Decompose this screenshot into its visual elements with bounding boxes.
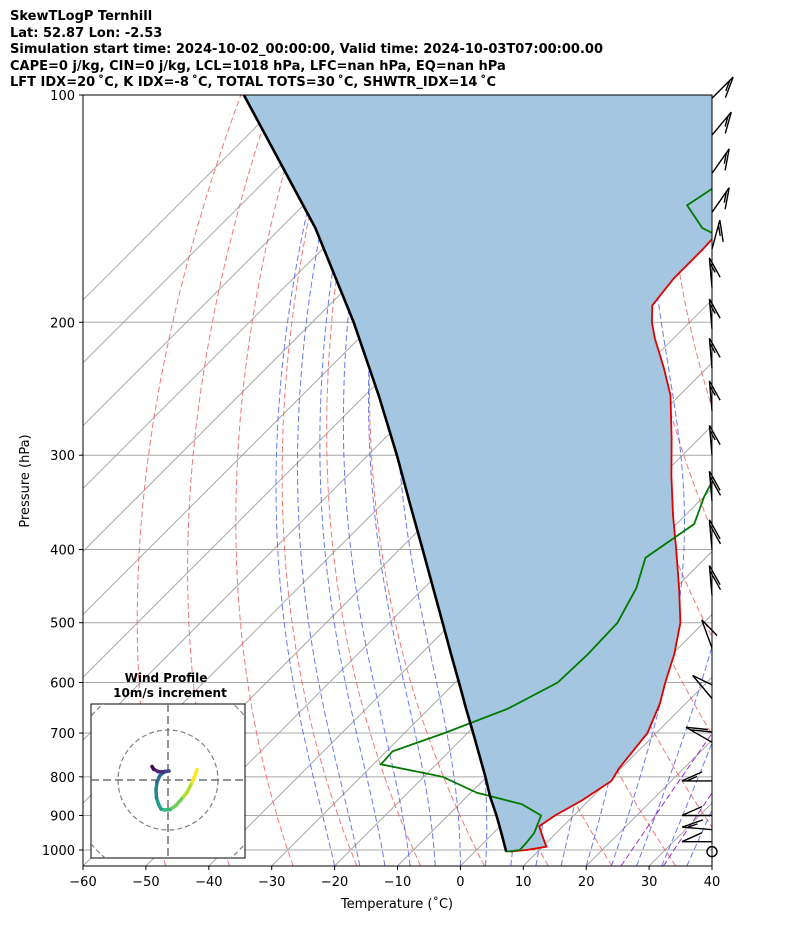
wind-barb: [681, 805, 712, 817]
dry-adiabat: [281, 95, 358, 866]
dewpoint-line: [379, 187, 712, 853]
y-tick-label: 600: [50, 677, 75, 692]
wind-barb: [711, 76, 734, 99]
temperature-line: [509, 237, 712, 853]
y-tick-label: 200: [50, 316, 75, 331]
wind-barb: [711, 187, 730, 213]
wind-barb: [708, 380, 721, 411]
wind-barbs: [681, 76, 734, 858]
dry-adiabat: [326, 95, 422, 866]
x-tick-label: −20: [321, 875, 348, 890]
y-tick-label: 100: [50, 89, 75, 104]
wind-barb: [711, 111, 732, 136]
wind-barb: [681, 771, 712, 782]
dry-adiabat: [730, 95, 794, 866]
x-tick-label: −10: [384, 875, 411, 890]
wind-barb: [708, 470, 722, 502]
moist-adiabat: [319, 95, 386, 866]
parcel-line: [242, 95, 508, 852]
cin-shading: [243, 95, 712, 852]
x-tick-label: −30: [258, 875, 285, 890]
y-tick-label: 800: [50, 771, 75, 786]
hodograph-subtitle: 10m/s increment: [113, 686, 227, 700]
hodograph-inset: Wind Profile 10m/s increment: [90, 671, 246, 859]
x-tick-label: −40: [195, 875, 222, 890]
wind-barb: [701, 619, 718, 649]
moist-adiabat: [342, 95, 411, 866]
wind-barb: [711, 148, 730, 174]
dry-adiabat: [762, 95, 794, 866]
moist-adiabat: [636, 644, 712, 866]
isotherm-line: [83, 95, 352, 364]
indices-line-1: CAPE=0 j/kg, CIN=0 j/kg, LCL=1018 hPa, L…: [10, 58, 506, 74]
wind-barb: [681, 832, 712, 843]
y-tick-label: 300: [50, 449, 75, 464]
y-axis-label: Pressure (hPa): [18, 434, 33, 527]
hodograph-title: Wind Profile: [125, 671, 208, 685]
y-tick-label: 1000: [42, 844, 75, 859]
moist-adiabat: [275, 95, 338, 866]
y-tick-label: 700: [50, 727, 75, 742]
x-tick-label: −60: [69, 875, 96, 890]
time-line: Simulation start time: 2024-10-02_00:00:…: [10, 42, 603, 58]
moist-adiabat: [661, 741, 712, 866]
x-tick-label: 0: [456, 875, 464, 890]
dry-adiabat: [235, 95, 307, 866]
isotherm-line: [522, 676, 712, 866]
wind-barb: [708, 519, 722, 550]
wind-barb: [711, 219, 724, 250]
isotherm-line: [83, 95, 289, 301]
y-tick-label: 900: [50, 809, 75, 824]
isotherm-line: [334, 487, 712, 866]
x-axis-label: Temperature (˚C): [340, 896, 453, 912]
wind-barb: [708, 565, 722, 596]
wind-barb: [708, 298, 721, 329]
mixing-ratio-line: [662, 792, 712, 866]
moist-adiabat: [395, 95, 461, 866]
dry-adiabat: [369, 95, 485, 866]
cape-cin-fill: [243, 95, 712, 852]
moist-adiabat: [610, 95, 685, 866]
isotherm-line: [83, 95, 415, 427]
x-tick-label: 30: [641, 875, 658, 890]
wind-barb: [708, 257, 721, 288]
wind-barb: [681, 819, 713, 831]
profile-lines: [242, 95, 712, 853]
wind-barb: [685, 726, 713, 743]
x-tick-label: 20: [578, 875, 595, 890]
x-tick-label: −50: [132, 875, 159, 890]
moist-adiabat: [297, 95, 361, 866]
y-tick-label: 400: [50, 544, 75, 559]
x-tick-label: 40: [704, 875, 721, 890]
wind-barb: [692, 674, 713, 699]
chart-title: SkewTLogP Ternhill: [10, 9, 153, 24]
indices-line-2: LFT IDX=20 ˚C, K IDX=-8 ˚C, TOTAL TOTS=3…: [10, 75, 497, 91]
isotherm-line: [711, 865, 712, 866]
wind-barb: [708, 424, 721, 456]
hodograph-trace-segment: [150, 764, 156, 771]
hodograph-plot: [91, 704, 245, 858]
axis-ticks: −60 −50 −40 −30 −20 −10 0 10 20 30 40 1000 900 800 700…: [42, 89, 720, 890]
chart-header: SkewTLogP Ternhill Lat: 52.87 Lon: -2.53…: [10, 9, 603, 92]
moist-adiabat: [686, 808, 712, 866]
wind-barb: [708, 337, 721, 369]
moist-adiabat: [368, 95, 436, 866]
calm-barb: [706, 845, 718, 858]
location-line: Lat: 52.87 Lon: -2.53: [10, 25, 163, 41]
x-tick-label: 10: [515, 875, 532, 890]
y-tick-label: 500: [50, 617, 75, 632]
mixing-ratio-line: [620, 732, 712, 866]
